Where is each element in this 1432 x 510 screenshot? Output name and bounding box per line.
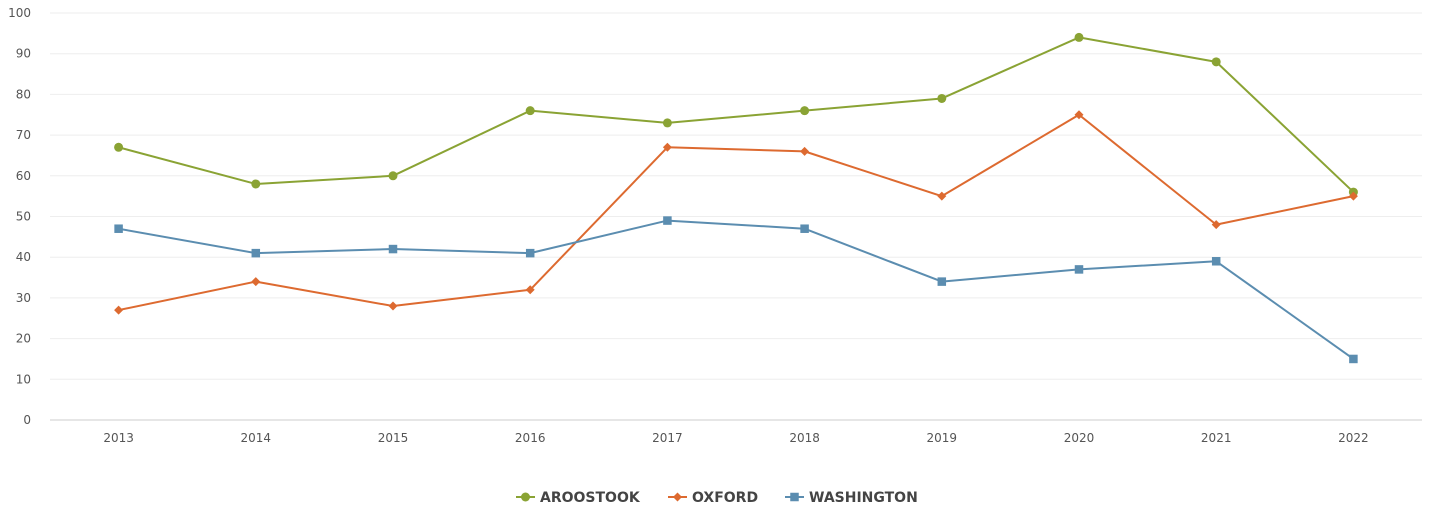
x-tick-label: 2020 — [1064, 431, 1095, 445]
data-point-aroostook[interactable] — [1074, 32, 1084, 42]
legend-item-oxford[interactable]: OXFORD — [668, 490, 758, 506]
y-tick-label: 0 — [23, 413, 31, 427]
gridlines — [50, 12, 1422, 380]
y-tick-label: 70 — [16, 128, 31, 142]
y-tick-label: 50 — [16, 210, 31, 224]
data-point-aroostook[interactable] — [114, 142, 124, 152]
legend-marker-oxford — [673, 492, 682, 502]
data-point-washington[interactable] — [1074, 265, 1084, 274]
data-point-aroostook[interactable] — [251, 179, 261, 189]
data-point-aroostook[interactable] — [1211, 57, 1221, 67]
data-point-washington[interactable] — [525, 248, 535, 258]
x-tick-label: 2017 — [652, 431, 683, 445]
x-tick-label: 2016 — [515, 431, 546, 445]
data-point-oxford[interactable] — [800, 146, 810, 156]
legend-label-aroostook: AROOSTOOK — [540, 490, 641, 506]
data-point-aroostook[interactable] — [662, 118, 672, 128]
data-point-oxford[interactable] — [388, 301, 398, 311]
data-point-oxford[interactable] — [1348, 191, 1358, 201]
data-point-oxford[interactable] — [525, 285, 535, 295]
legend-label-oxford: OXFORD — [692, 490, 758, 506]
series-aroostook — [114, 32, 1358, 197]
data-point-washington[interactable] — [800, 224, 809, 233]
legend-item-aroostook[interactable]: AROOSTOOK — [516, 490, 641, 506]
series-line-oxford — [117, 113, 1355, 312]
x-tick-label: 2014 — [241, 431, 272, 445]
data-point-oxford[interactable] — [1211, 220, 1221, 230]
data-point-washington[interactable] — [251, 248, 261, 258]
series-group — [114, 32, 1358, 364]
x-tick-label: 2021 — [1201, 431, 1232, 445]
legend-label-washington: WASHINGTON — [809, 490, 918, 506]
y-tick-label: 90 — [16, 47, 31, 61]
data-point-oxford[interactable] — [114, 305, 124, 315]
data-point-oxford[interactable] — [251, 277, 261, 287]
legend-item-washington[interactable]: WASHINGTON — [785, 490, 918, 506]
axes: 0 10 20 30 40 50 60 70 80 90 100 2013 2014 2015 2016 20… — [8, 6, 1422, 445]
data-point-washington[interactable] — [388, 244, 398, 254]
y-tick-label: 100 — [8, 6, 31, 20]
data-point-washington[interactable] — [114, 224, 123, 233]
data-point-oxford[interactable] — [937, 191, 947, 201]
x-tick-label: 2013 — [103, 431, 134, 445]
data-point-aroostook[interactable] — [388, 171, 398, 181]
y-tick-label: 30 — [16, 291, 31, 305]
series-washington — [114, 216, 1358, 364]
data-point-washington[interactable] — [1349, 354, 1358, 364]
x-tick-label: 2018 — [789, 431, 820, 445]
data-point-oxford[interactable] — [1074, 110, 1084, 120]
y-tick-label: 40 — [16, 250, 31, 264]
legend: AROOSTOOK OXFORD WASHINGTON — [516, 490, 918, 506]
y-tick-label: 20 — [16, 332, 31, 346]
data-point-washington[interactable] — [663, 216, 672, 225]
x-tick-label: 2019 — [927, 431, 958, 445]
data-point-aroostook[interactable] — [800, 106, 810, 116]
y-tick-label: 60 — [16, 169, 31, 183]
series-oxford — [114, 110, 1358, 315]
y-tick-label: 10 — [16, 372, 31, 386]
x-tick-label: 2015 — [378, 431, 409, 445]
legend-marker-aroostook — [521, 492, 530, 502]
data-point-aroostook[interactable] — [937, 93, 947, 103]
series-line-washington — [117, 219, 1355, 360]
legend-marker-washington — [790, 492, 799, 502]
series-line-aroostook — [117, 36, 1355, 194]
data-point-washington[interactable] — [1211, 257, 1221, 266]
y-tick-label: 80 — [16, 87, 31, 101]
data-point-oxford[interactable] — [662, 142, 672, 152]
data-point-aroostook[interactable] — [525, 106, 535, 116]
x-tick-label: 2022 — [1338, 431, 1369, 445]
data-point-washington[interactable] — [937, 277, 947, 286]
